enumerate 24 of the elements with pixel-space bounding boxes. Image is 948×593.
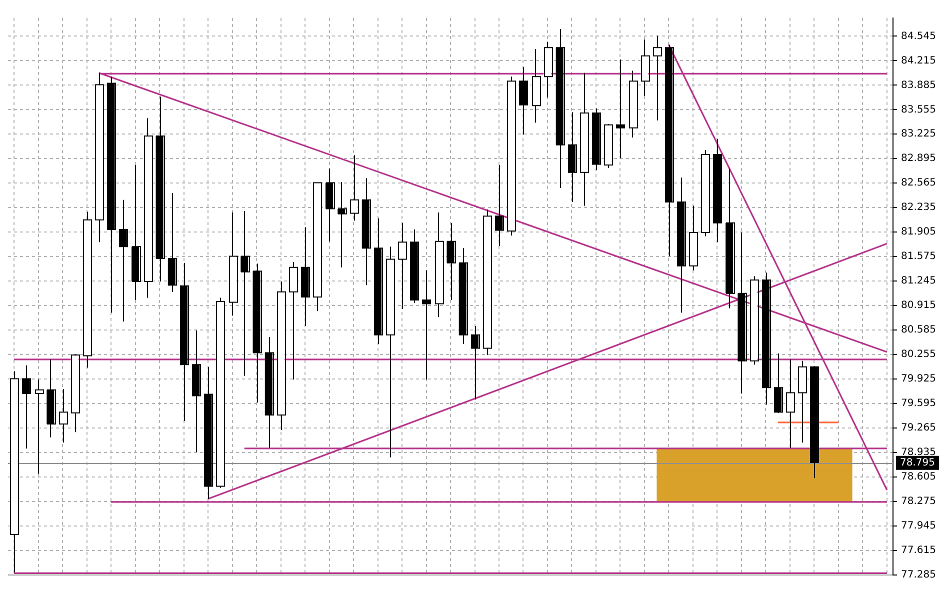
y-tick-label: 80.255 (901, 349, 936, 360)
y-tick-label: 80.585 (901, 324, 936, 336)
y-tick-label: 84.215 (901, 55, 936, 66)
y-tick-label: 81.575 (901, 251, 936, 262)
y-tick-label: 84.545 (901, 30, 936, 42)
y-tick-label: 78.275 (901, 496, 936, 508)
y-tick-label: 77.945 (901, 520, 936, 532)
y-tick-label: 79.595 (901, 398, 936, 410)
y-tick-label: 83.555 (901, 104, 936, 116)
y-tick-label: 83.885 (901, 80, 936, 91)
y-tick-label: 79.265 (901, 422, 936, 434)
y-tick-label: 82.895 (901, 153, 936, 164)
y-tick-label: 78.935 (901, 447, 936, 458)
y-tick-label: 77.285 (901, 570, 936, 581)
y-tick-label: 78.605 (901, 472, 936, 483)
y-tick-label: 83.225 (901, 128, 936, 140)
y-tick-label: 79.925 (901, 374, 936, 385)
ref-line-label: 78.795 (900, 458, 936, 469)
y-tick-label: 82.565 (901, 178, 936, 189)
y-tick-label: 80.915 (901, 300, 936, 312)
y-tick-label: 81.905 (901, 226, 936, 238)
y-tick-label: 77.615 (901, 545, 936, 556)
y-tick-label: 82.235 (901, 202, 936, 214)
y-tick-label: 81.245 (901, 276, 936, 287)
